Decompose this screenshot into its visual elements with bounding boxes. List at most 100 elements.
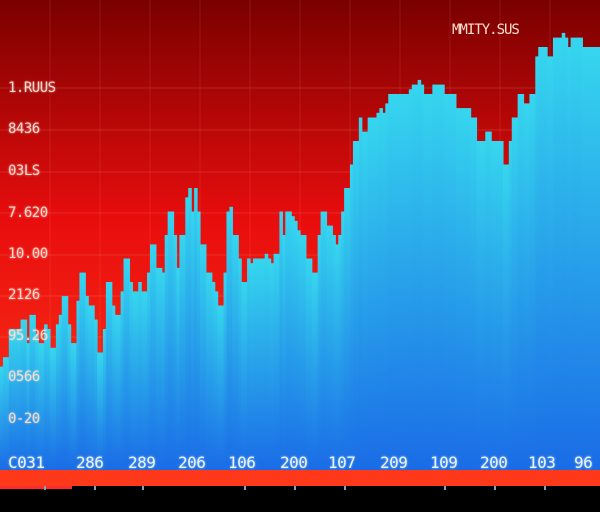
bar xyxy=(35,333,39,470)
bar xyxy=(88,305,92,470)
bar xyxy=(479,141,483,470)
bar xyxy=(276,253,281,470)
bar xyxy=(294,220,298,470)
bar xyxy=(70,343,75,470)
bar xyxy=(302,235,307,470)
bar xyxy=(426,94,431,470)
bar xyxy=(100,352,104,470)
bar xyxy=(285,211,289,470)
x-tick-label: C031 xyxy=(8,453,45,472)
bar xyxy=(61,296,66,470)
bar xyxy=(538,47,542,470)
bar xyxy=(550,56,554,471)
bar xyxy=(291,216,295,470)
bar xyxy=(220,305,225,470)
y-tick-label: 95.26 xyxy=(8,328,48,344)
bar xyxy=(573,37,578,470)
bar xyxy=(205,272,210,470)
strip-tick xyxy=(294,486,296,490)
bar xyxy=(147,272,151,470)
bar xyxy=(388,94,392,470)
bar xyxy=(226,211,231,470)
chart: MMITY.SUS 1.RUUS 8436 03LS 7.620 10.00 2… xyxy=(0,0,600,486)
bar xyxy=(523,103,528,471)
bar xyxy=(497,141,501,470)
bar xyxy=(144,291,148,470)
bar xyxy=(14,329,19,470)
bar xyxy=(441,84,445,470)
strip-tick xyxy=(444,486,446,490)
bar xyxy=(405,94,410,470)
bar xyxy=(208,272,213,470)
bar xyxy=(85,296,89,470)
bar xyxy=(350,164,354,470)
x-tick-label: 103 xyxy=(528,453,556,472)
bar xyxy=(238,258,242,470)
bar xyxy=(164,235,169,470)
bar xyxy=(58,314,63,470)
bar xyxy=(202,244,207,470)
y-tick-label: 03LS xyxy=(8,163,40,179)
bar xyxy=(491,141,495,470)
bar xyxy=(597,47,600,470)
bar xyxy=(76,300,81,470)
bar xyxy=(397,94,401,470)
strip-tick xyxy=(344,486,346,490)
bar xyxy=(20,319,25,470)
bar xyxy=(155,267,160,470)
bar xyxy=(79,272,83,470)
bar xyxy=(182,235,186,470)
bar xyxy=(232,235,236,470)
x-tick-label: 96 xyxy=(574,453,593,472)
bar xyxy=(191,211,195,470)
bar xyxy=(438,84,442,470)
bar xyxy=(2,357,7,470)
x-tick-label: 106 xyxy=(228,453,256,472)
bar xyxy=(379,108,383,470)
bar xyxy=(500,141,504,470)
bar xyxy=(185,197,189,470)
bar xyxy=(561,32,566,471)
bar xyxy=(141,291,145,470)
strip-tick xyxy=(544,486,546,490)
bar xyxy=(502,164,507,470)
bar xyxy=(579,37,583,470)
bar xyxy=(314,272,319,470)
bar xyxy=(364,131,369,470)
bar xyxy=(44,324,48,470)
bar xyxy=(211,282,216,470)
bar xyxy=(217,305,222,470)
bar xyxy=(391,94,395,470)
bar xyxy=(244,282,248,470)
bar xyxy=(300,235,304,470)
bar xyxy=(358,117,363,470)
bar xyxy=(464,108,469,470)
bar xyxy=(179,235,183,470)
bar xyxy=(129,282,133,470)
bar xyxy=(547,56,551,471)
bar xyxy=(176,267,181,470)
bar xyxy=(197,211,201,470)
y-tick-label: 10.00 xyxy=(8,246,48,262)
bar xyxy=(532,94,536,470)
bar xyxy=(535,56,539,471)
bar xyxy=(247,258,251,470)
bar xyxy=(514,117,519,470)
bar xyxy=(444,94,448,470)
bar xyxy=(150,244,154,470)
bar xyxy=(520,94,525,470)
bar xyxy=(267,258,272,470)
bar xyxy=(135,291,139,470)
bar xyxy=(114,314,119,470)
bar xyxy=(552,37,557,470)
chart-svg xyxy=(0,0,600,486)
bar xyxy=(126,258,131,470)
bar xyxy=(564,37,569,470)
bar xyxy=(555,37,560,470)
bar xyxy=(544,47,548,470)
bar xyxy=(32,314,36,470)
bar xyxy=(432,84,436,470)
bar xyxy=(250,263,254,470)
x-tick-label: 200 xyxy=(480,453,508,472)
bar xyxy=(323,211,328,470)
